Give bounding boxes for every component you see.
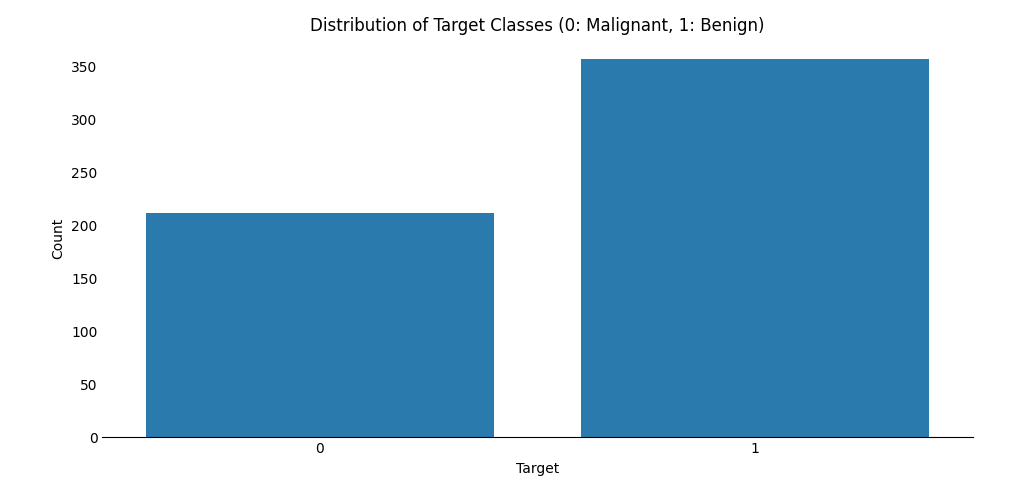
Y-axis label: Count: Count <box>51 218 66 259</box>
Bar <box>145 213 495 437</box>
X-axis label: Target: Target <box>516 462 559 476</box>
Title: Distribution of Target Classes (0: Malignant, 1: Benign): Distribution of Target Classes (0: Malig… <box>310 17 765 35</box>
Bar <box>582 59 930 437</box>
